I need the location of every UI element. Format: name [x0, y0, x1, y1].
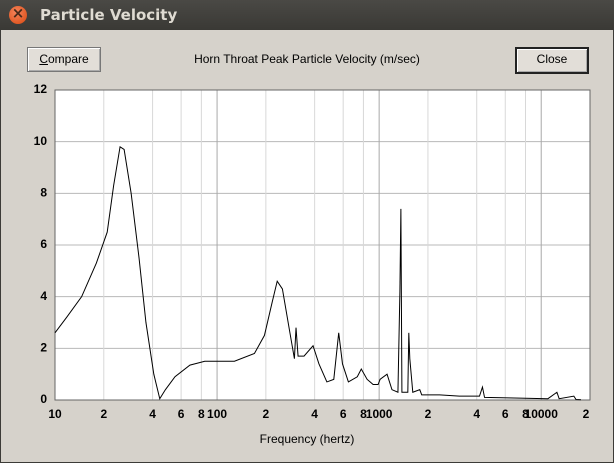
- title-bar: Particle Velocity: [0, 0, 614, 30]
- y-tick-label: 8: [40, 186, 47, 200]
- y-tick-label: 4: [40, 289, 47, 303]
- chart-title: Horn Throat Peak Particle Velocity (m/se…: [194, 52, 420, 66]
- x-tick-label: 10: [48, 407, 62, 421]
- y-tick-label: 12: [34, 82, 48, 96]
- data-line: [54, 146, 582, 401]
- x-tick-label: 8: [198, 407, 205, 421]
- x-tick-label: 100: [207, 407, 227, 421]
- close-button[interactable]: Close: [515, 47, 589, 74]
- x-tick-label: 6: [178, 407, 185, 421]
- y-tick-label: 10: [34, 134, 48, 148]
- x-tick-label: 4: [473, 407, 480, 421]
- x-tick-label: 2: [425, 407, 432, 421]
- x-tick-label: 6: [502, 407, 509, 421]
- close-window-button[interactable]: [9, 4, 27, 24]
- x-tick-label: 6: [340, 407, 347, 421]
- x-tick-label: 2: [263, 407, 270, 421]
- x-axis-label: Frequency (hertz): [260, 432, 355, 446]
- x-tick-label: 2: [583, 407, 590, 421]
- plot-border: [54, 89, 591, 401]
- x-tick-label: 1000: [366, 407, 393, 421]
- y-tick-label: 0: [40, 392, 47, 406]
- window-title: Particle Velocity: [40, 6, 178, 24]
- x-tick-label: 8: [360, 407, 367, 421]
- compare-button[interactable]: Compare: [27, 47, 101, 72]
- x-tick-label: 4: [311, 407, 318, 421]
- x-tick-label: 2: [100, 407, 107, 421]
- x-tick-label: 4: [149, 407, 156, 421]
- x-tick-label: 10000: [525, 407, 559, 421]
- x-tick-label: 8: [522, 407, 529, 421]
- y-tick-label: 2: [40, 341, 47, 355]
- y-tick-label: 6: [40, 237, 47, 251]
